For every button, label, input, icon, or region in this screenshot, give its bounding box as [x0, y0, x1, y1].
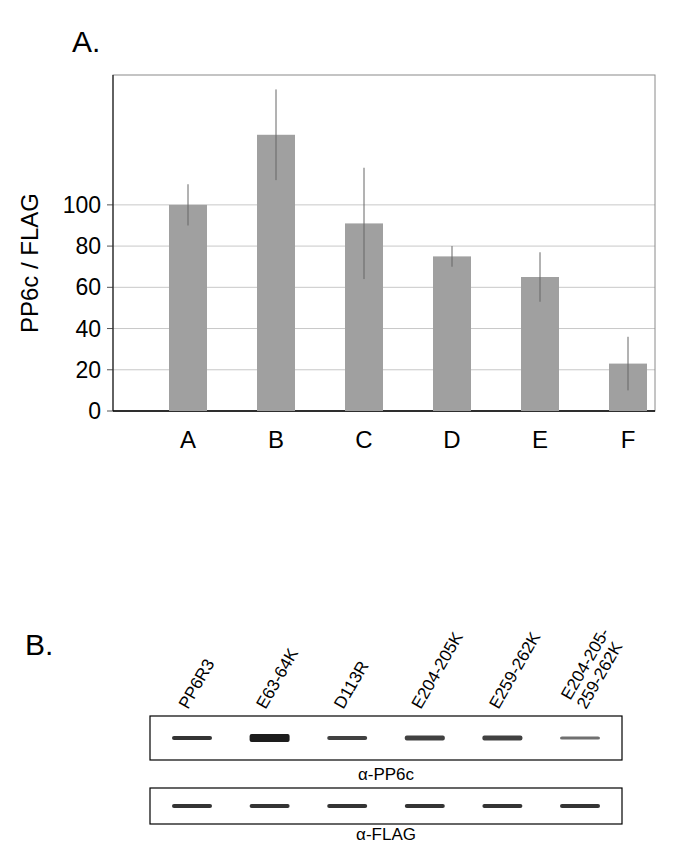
error-bar: [364, 168, 365, 279]
lane-label: E63-64K: [253, 645, 303, 712]
error-bar: [276, 89, 277, 180]
blot-box: [150, 716, 622, 760]
blot-band: [172, 736, 212, 740]
y-tick-label: 60: [75, 274, 101, 300]
error-bar: [628, 337, 629, 391]
blot-band: [482, 804, 522, 808]
y-tick: [107, 246, 113, 247]
error-bar: [452, 246, 453, 267]
bars: [169, 89, 647, 411]
y-tick: [107, 328, 113, 329]
y-tick-label: 100: [63, 192, 101, 218]
blot-band: [327, 736, 367, 740]
lane-label: E259-262K: [485, 628, 544, 712]
lane-label: 259-262K: [573, 638, 627, 712]
blot-band: [172, 804, 212, 808]
lane-label: D113R: [330, 658, 372, 712]
y-tick-label: 20: [75, 357, 101, 383]
blot-band: [482, 736, 522, 741]
x-tick-label: B: [268, 426, 284, 453]
figure: A. 0 20 40 60 80 100 PP6c / FLAG A B C D E F B. PP6R3 E6…: [0, 0, 685, 844]
blot-band: [405, 804, 445, 808]
blot-band: [250, 734, 290, 742]
error-bar: [188, 184, 189, 225]
blot-band: [327, 804, 367, 808]
lane-label: PP6R3: [175, 656, 218, 712]
y-tick-label: 80: [75, 233, 101, 259]
y-axis: [113, 75, 114, 411]
x-tick-label: A: [180, 426, 196, 453]
blot-band: [405, 736, 445, 741]
x-tick-label: E: [532, 426, 548, 453]
plot-frame: [113, 75, 655, 411]
x-tick-label: C: [355, 426, 372, 453]
y-tick-label: 40: [75, 316, 101, 342]
y-tick: [107, 287, 113, 288]
blot-band: [560, 737, 600, 740]
blot-label: α-PP6c: [358, 765, 415, 784]
x-tick-label: D: [443, 426, 460, 453]
lane-label: E204-205K: [408, 628, 467, 712]
error-bar: [540, 252, 541, 301]
y-axis-label: PP6c / FLAG: [16, 193, 43, 333]
bar: [433, 256, 471, 411]
blot-box: [150, 788, 622, 824]
blot-band: [250, 804, 290, 808]
panel-label: B.: [25, 628, 53, 661]
y-tick: [107, 369, 113, 370]
x-tick-label: F: [621, 426, 636, 453]
bar: [169, 205, 207, 411]
y-tick-label: 0: [88, 398, 101, 424]
y-tick: [107, 411, 113, 412]
panel-label: A.: [72, 25, 100, 58]
y-tick: [107, 204, 113, 205]
blot-band: [560, 804, 600, 808]
blot-label: α-FLAG: [356, 825, 416, 844]
